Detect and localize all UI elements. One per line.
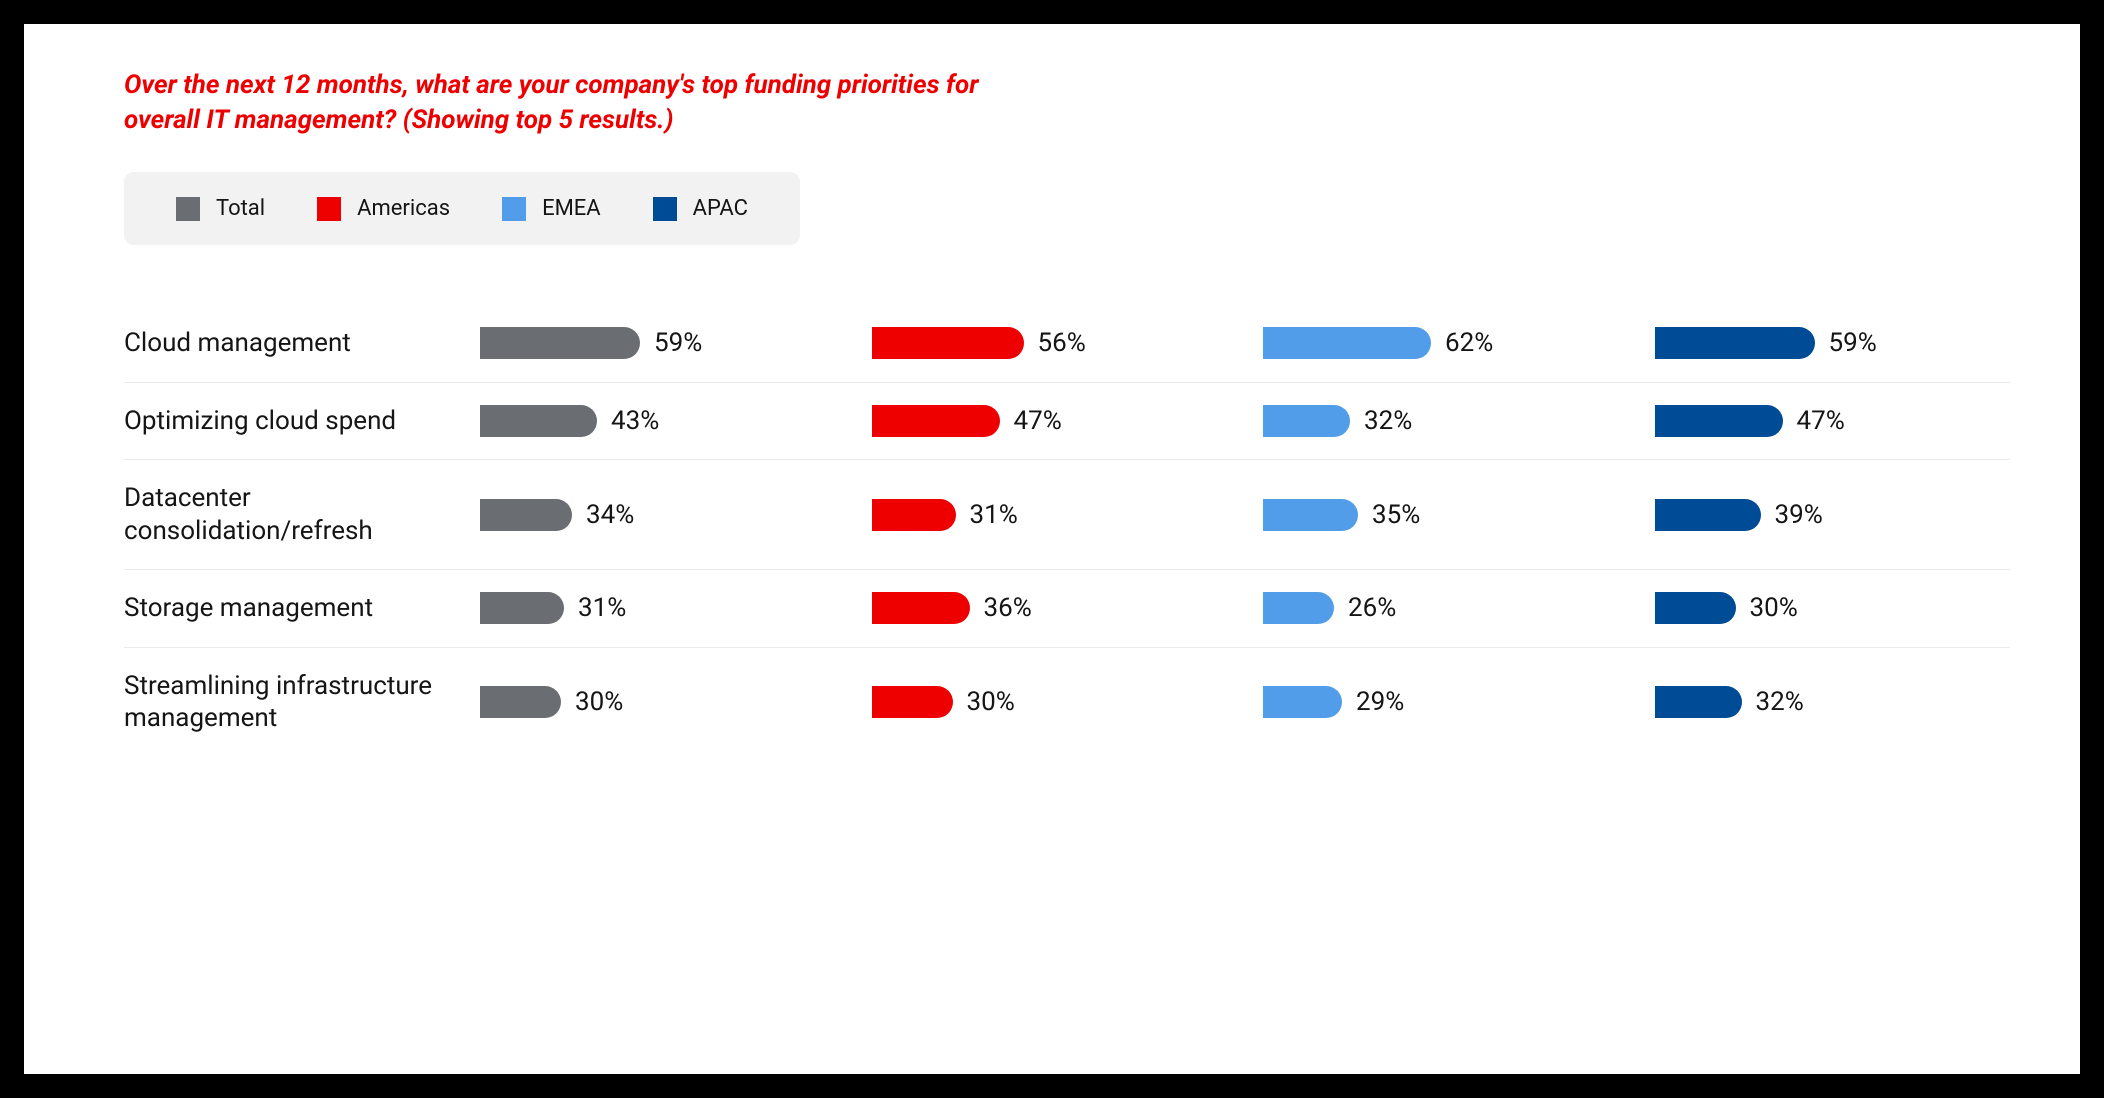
row-label: Optimizing cloud spend [124, 405, 444, 438]
bar-americas [872, 327, 1024, 359]
bar-cell-total: 31% [480, 592, 836, 624]
bar-apac [1655, 592, 1736, 624]
legend-swatch-americas [317, 197, 341, 221]
bar-cell-total: 30% [480, 686, 836, 718]
bar-total [480, 686, 561, 718]
chart-row: Optimizing cloud spend 43% 47% 32% 47% [124, 382, 2010, 460]
bar-emea [1263, 405, 1350, 437]
chart-panel: Over the next 12 months, what are your c… [24, 24, 2080, 1074]
bar-value: 32% [1756, 687, 1804, 717]
bar-value: 47% [1797, 406, 1845, 436]
chart-legend: Total Americas EMEA APAC [124, 172, 800, 245]
legend-label: APAC [693, 196, 748, 221]
bar-cell-total: 43% [480, 405, 836, 437]
legend-label: Total [216, 196, 265, 221]
chart-row: Storage management 31% 36% 26% 30% [124, 569, 2010, 647]
bar-cell-americas: 47% [872, 405, 1228, 437]
bar-total [480, 499, 572, 531]
bar-value: 32% [1364, 406, 1412, 436]
bar-total [480, 592, 564, 624]
bar-cell-apac: 47% [1655, 405, 2011, 437]
bar-value: 26% [1348, 593, 1396, 623]
chart-row: Cloud management 59% 56% 62% 59% [124, 305, 2010, 382]
chart-row: Datacenter consolidation/refresh 34% 31% 35… [124, 459, 2010, 569]
legend-label: EMEA [542, 196, 601, 221]
bar-total [480, 405, 597, 437]
bar-cell-americas: 56% [872, 327, 1228, 359]
bar-cell-americas: 31% [872, 499, 1228, 531]
bar-apac [1655, 327, 1815, 359]
legend-swatch-total [176, 197, 200, 221]
bar-value: 56% [1038, 328, 1086, 358]
bar-cell-apac: 32% [1655, 686, 2011, 718]
bar-cell-emea: 29% [1263, 686, 1619, 718]
bar-cell-apac: 59% [1655, 327, 2011, 359]
bar-americas [872, 405, 1000, 437]
legend-item-emea: EMEA [502, 196, 601, 221]
bar-value: 43% [611, 406, 659, 436]
bar-value: 47% [1014, 406, 1062, 436]
bar-cell-apac: 30% [1655, 592, 2011, 624]
bar-americas [872, 499, 956, 531]
row-label: Streamlining infrastructure management [124, 670, 444, 735]
chart-title: Over the next 12 months, what are your c… [124, 68, 1004, 138]
bar-value: 31% [970, 500, 1018, 530]
row-label: Cloud management [124, 327, 444, 360]
bar-emea [1263, 327, 1431, 359]
chart-rows: Cloud management 59% 56% 62% 59% Optimizing c… [124, 305, 2010, 757]
bar-cell-emea: 62% [1263, 327, 1619, 359]
bar-cell-americas: 30% [872, 686, 1228, 718]
legend-item-americas: Americas [317, 196, 450, 221]
bar-emea [1263, 592, 1334, 624]
bar-value: 34% [586, 500, 634, 530]
bar-value: 31% [578, 593, 626, 623]
bar-apac [1655, 686, 1742, 718]
bar-value: 62% [1445, 328, 1493, 358]
bar-value: 59% [654, 328, 702, 358]
chart-row: Streamlining infrastructure management 30… [124, 647, 2010, 757]
bar-americas [872, 686, 953, 718]
bar-americas [872, 592, 970, 624]
bar-total [480, 327, 640, 359]
bar-cell-apac: 39% [1655, 499, 2011, 531]
bar-cell-emea: 32% [1263, 405, 1619, 437]
bar-value: 30% [1750, 593, 1798, 623]
legend-swatch-emea [502, 197, 526, 221]
bar-value: 36% [984, 593, 1032, 623]
bar-emea [1263, 686, 1342, 718]
bar-cell-total: 59% [480, 327, 836, 359]
bar-emea [1263, 499, 1358, 531]
bar-value: 59% [1829, 328, 1877, 358]
bar-apac [1655, 499, 1761, 531]
bar-cell-total: 34% [480, 499, 836, 531]
bar-value: 29% [1356, 687, 1404, 717]
bar-cell-americas: 36% [872, 592, 1228, 624]
bar-value: 30% [967, 687, 1015, 717]
row-label: Datacenter consolidation/refresh [124, 482, 444, 547]
bar-apac [1655, 405, 1783, 437]
bar-cell-emea: 35% [1263, 499, 1619, 531]
row-label: Storage management [124, 592, 444, 625]
bar-value: 39% [1775, 500, 1823, 530]
legend-item-apac: APAC [653, 196, 748, 221]
bar-value: 35% [1372, 500, 1420, 530]
legend-label: Americas [357, 196, 450, 221]
bar-cell-emea: 26% [1263, 592, 1619, 624]
bar-value: 30% [575, 687, 623, 717]
legend-swatch-apac [653, 197, 677, 221]
legend-item-total: Total [176, 196, 265, 221]
